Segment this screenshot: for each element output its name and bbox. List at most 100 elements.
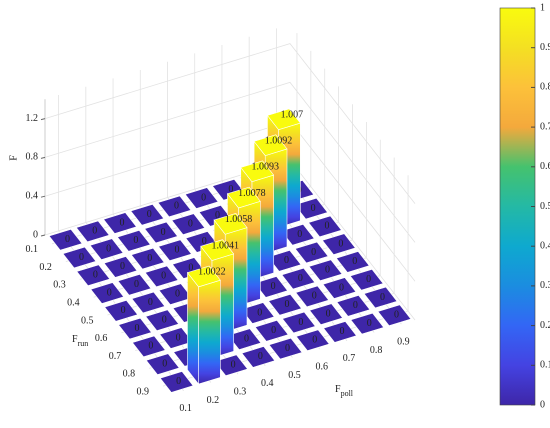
z-axis-label: F: [8, 155, 19, 161]
bar: 0: [254, 320, 289, 342]
y-tick-label: 0.5: [288, 370, 301, 381]
bar: 0: [281, 311, 316, 334]
x-tick-label: 0.3: [53, 280, 66, 291]
bar-top: [118, 317, 152, 340]
bar-top: [131, 335, 166, 358]
bar: 0: [171, 213, 206, 235]
bar-top: [280, 223, 315, 246]
value-label: 0: [135, 323, 140, 334]
x-axis-label: Frun: [72, 334, 88, 348]
bar: 0: [268, 293, 302, 316]
value-label: 0: [162, 315, 167, 326]
bar-top: [159, 371, 194, 393]
value-label: 0: [107, 287, 112, 298]
grid-line: [65, 50, 312, 263]
x-tick-label: 0.1: [25, 244, 38, 255]
bar: 0: [323, 321, 357, 343]
bar-top: [103, 256, 138, 278]
z-tick: [40, 234, 46, 237]
grid-line: [162, 175, 409, 387]
bar: 0: [254, 276, 289, 298]
value-label: 0: [106, 243, 111, 254]
grid-line: [44, 43, 416, 204]
bar: 0: [145, 309, 180, 332]
bar-top: [226, 186, 261, 209]
value-label: 0: [311, 203, 316, 214]
bar-top: [349, 268, 384, 291]
colorbar-tick-label: 0.8: [540, 82, 550, 93]
value-label: 0: [120, 217, 125, 228]
grid-line: [167, 61, 293, 358]
value-label: 0: [188, 262, 193, 273]
value-label: 0: [148, 297, 153, 308]
value-label: 1.0078: [238, 188, 266, 199]
bar: 0: [350, 312, 385, 335]
bar-top: [213, 213, 248, 235]
x-tick-label: 0.7: [109, 351, 122, 362]
value-label: 1.0093: [251, 162, 279, 173]
value-label: 0: [326, 308, 331, 319]
bar: 0: [227, 328, 262, 350]
value-label: 0: [380, 292, 385, 303]
bar-top: [308, 215, 342, 238]
value-label: 0: [353, 300, 358, 311]
value-label: 0: [228, 184, 233, 195]
bar-top: [62, 246, 97, 269]
value-label: 0: [311, 247, 316, 258]
y-tick-label: 0.2: [207, 395, 220, 406]
value-label: 0: [298, 317, 303, 328]
bar: 0: [159, 371, 194, 393]
y-tick-label: 0.4: [261, 378, 274, 389]
bar: 0: [145, 353, 180, 375]
value-label: 0: [175, 288, 180, 299]
bar: 0: [130, 203, 165, 226]
x-axis-label-sub: run: [78, 339, 89, 348]
bar-top: [295, 329, 330, 352]
bar: 0: [76, 264, 111, 287]
value-label: 0: [174, 201, 179, 212]
bar: 0: [377, 304, 412, 327]
bar: 0: [308, 215, 342, 238]
bar: 0: [294, 241, 329, 264]
bar-top: [308, 259, 343, 282]
bar: 0: [184, 187, 219, 209]
grid-line: [58, 95, 184, 392]
colorbar-tick-label: 0.2: [540, 320, 550, 331]
y-axis-label-main: F: [335, 384, 341, 395]
bar: 0: [240, 302, 275, 324]
bar-top: [268, 337, 303, 360]
y-axis-label: Fpoll: [335, 384, 354, 398]
colorbar-tick-label: 0.1: [540, 360, 550, 371]
x-tick-label: 0.5: [81, 315, 94, 326]
bar: 0: [116, 230, 151, 252]
bar-top: [158, 239, 192, 262]
colorbar-tick-label: 1: [540, 2, 545, 13]
value-label: 0: [231, 360, 236, 371]
value-label: 0: [366, 274, 371, 285]
value-label: 0: [161, 271, 166, 282]
bar-top: [144, 221, 179, 244]
colorbar-tick-label: 0.9: [540, 42, 550, 53]
bar: 0: [118, 317, 152, 340]
bar-top: [184, 187, 219, 209]
value-label: 1.0058: [225, 214, 253, 225]
bar-top: [89, 238, 124, 260]
bar-top: [321, 233, 356, 255]
z-tick-label: 0.4: [26, 190, 39, 201]
value-label: 0: [176, 332, 181, 343]
value-label: 1.0092: [265, 135, 293, 146]
bar: 0: [131, 291, 166, 314]
value-label: 0: [215, 210, 220, 221]
grid-line: [93, 86, 340, 298]
bar: 0: [335, 251, 370, 273]
bar-top: [76, 264, 111, 287]
bar-top: [157, 195, 192, 218]
bar-top: [350, 312, 385, 335]
bar-top: [253, 134, 288, 156]
y-tick-label: 0.8: [370, 345, 383, 356]
bar-top: [200, 239, 235, 261]
value-label: 1.0041: [211, 240, 239, 251]
z-tick-label: 0: [33, 229, 38, 240]
value-label: 0: [176, 376, 181, 387]
bar: 0: [294, 197, 329, 220]
